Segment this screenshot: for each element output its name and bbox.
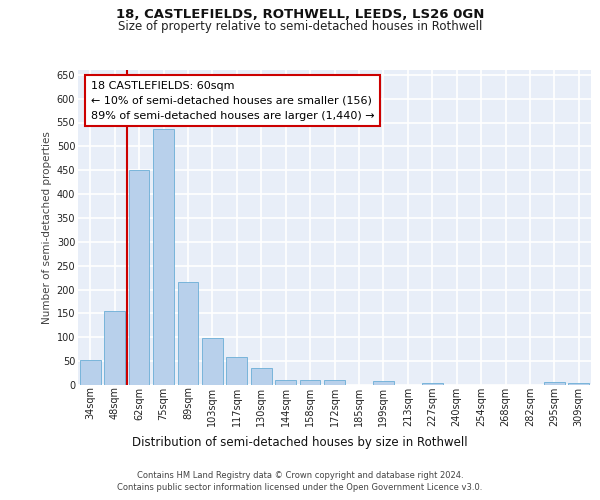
- Bar: [128, 170, 149, 385]
- Text: 18 CASTLEFIELDS: 60sqm
← 10% of semi-detached houses are smaller (156)
89% of se: 18 CASTLEFIELDS: 60sqm ← 10% of semi-det…: [91, 81, 374, 120]
- Bar: [202, 338, 223, 385]
- Bar: [104, 310, 125, 385]
- Text: Distribution of semi-detached houses by size in Rothwell: Distribution of semi-detached houses by …: [132, 436, 468, 449]
- Bar: [324, 380, 345, 385]
- Bar: [373, 381, 394, 385]
- Bar: [178, 282, 199, 385]
- Text: Size of property relative to semi-detached houses in Rothwell: Size of property relative to semi-detach…: [118, 20, 482, 33]
- Bar: [153, 129, 174, 385]
- Text: Contains HM Land Registry data © Crown copyright and database right 2024.: Contains HM Land Registry data © Crown c…: [137, 470, 463, 480]
- Text: 18, CASTLEFIELDS, ROTHWELL, LEEDS, LS26 0GN: 18, CASTLEFIELDS, ROTHWELL, LEEDS, LS26 …: [116, 8, 484, 20]
- Bar: [544, 382, 565, 385]
- Text: Contains public sector information licensed under the Open Government Licence v3: Contains public sector information licen…: [118, 483, 482, 492]
- Bar: [275, 380, 296, 385]
- Bar: [299, 380, 320, 385]
- Bar: [251, 368, 272, 385]
- Bar: [422, 382, 443, 385]
- Bar: [568, 382, 589, 385]
- Bar: [226, 358, 247, 385]
- Y-axis label: Number of semi-detached properties: Number of semi-detached properties: [43, 131, 52, 324]
- Bar: [80, 360, 101, 385]
